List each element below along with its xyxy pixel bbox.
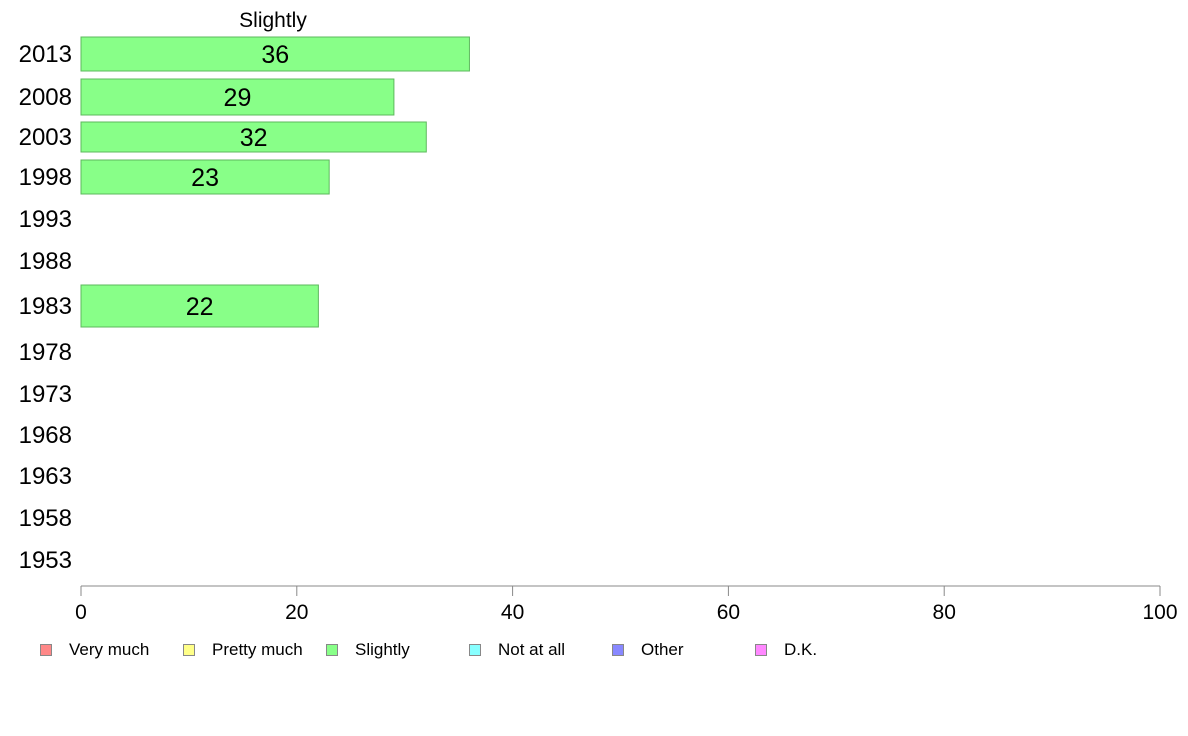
x-tick-label: 80 <box>933 601 956 624</box>
bar-value-label: 29 <box>224 84 252 112</box>
bar-value-label: 23 <box>191 164 219 192</box>
legend-item: D.K. <box>755 639 817 661</box>
legend-swatch <box>326 644 338 656</box>
chart-title: Slightly <box>239 9 307 32</box>
legend-label: D.K. <box>784 640 818 659</box>
bar-value-label: 36 <box>261 41 289 69</box>
year-label: 1993 <box>19 206 72 233</box>
legend-item: Not at all <box>469 639 565 661</box>
legend-swatch <box>40 644 52 656</box>
legend-item: Other <box>612 639 684 661</box>
legend-label: Pretty much <box>212 640 303 659</box>
year-label: 2008 <box>19 84 72 111</box>
legend-label: Other <box>641 640 684 659</box>
x-tick-label: 20 <box>285 601 308 624</box>
legend-item: Slightly <box>326 639 410 661</box>
year-label: 1998 <box>19 164 72 191</box>
x-tick-label: 40 <box>501 601 524 624</box>
bar-chart: Slightly 2013 2008 2003 1998 1993 1988 1983 197… <box>19 9 1178 624</box>
bar-value-label: 22 <box>186 293 214 321</box>
bar <box>80 284 319 328</box>
year-label: 1958 <box>19 505 72 532</box>
bar <box>80 36 470 72</box>
x-tick-label: 100 <box>1142 601 1177 624</box>
legend: Very much Pretty much Slightly Not at all Ot… <box>40 639 940 661</box>
year-label: 1983 <box>19 293 72 320</box>
year-label: 1963 <box>19 463 72 490</box>
year-label: 1988 <box>19 248 72 275</box>
legend-swatch <box>183 644 195 656</box>
bar <box>80 78 395 116</box>
legend-label: Very much <box>69 640 150 659</box>
year-label: 1978 <box>19 339 72 366</box>
legend-swatch <box>755 644 767 656</box>
bar <box>80 159 330 195</box>
year-label: 2003 <box>19 124 72 151</box>
year-label: 1973 <box>19 381 72 408</box>
year-label: 2013 <box>19 41 72 68</box>
x-tick-label: 60 <box>717 601 740 624</box>
year-label: 1953 <box>19 547 72 574</box>
bar <box>80 121 427 153</box>
x-tick-label: 0 <box>75 601 87 624</box>
bar-value-label: 32 <box>240 124 268 152</box>
legend-item: Very much <box>40 639 149 661</box>
legend-item: Pretty much <box>183 639 303 661</box>
legend-label: Slightly <box>355 640 410 659</box>
year-label: 1968 <box>19 422 72 449</box>
legend-swatch <box>612 644 624 656</box>
legend-label: Not at all <box>498 640 566 659</box>
legend-swatch <box>469 644 481 656</box>
